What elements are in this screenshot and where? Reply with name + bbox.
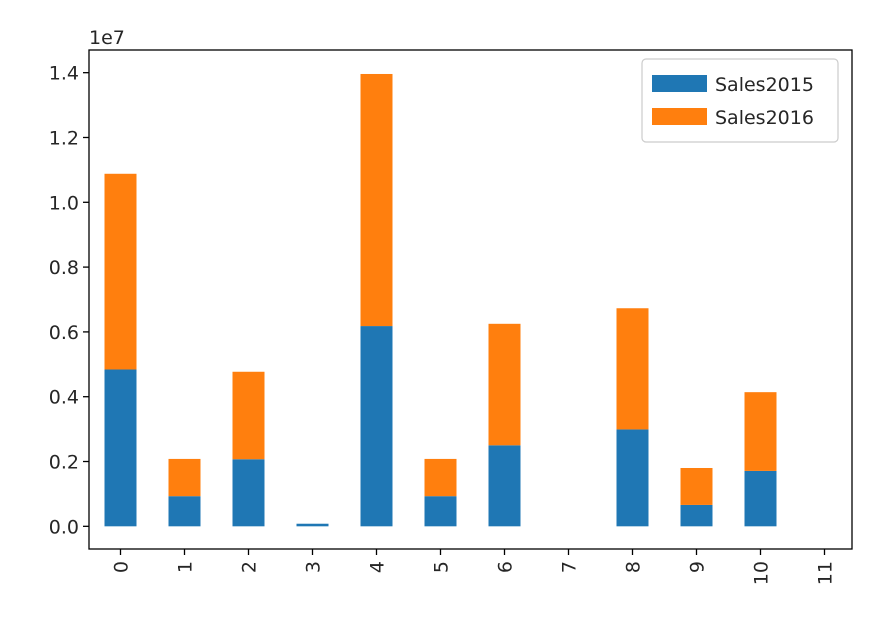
bar-sales2016-10 bbox=[744, 392, 777, 471]
x-tick-label: 6 bbox=[495, 561, 517, 573]
bar-sales2015-5 bbox=[424, 496, 457, 527]
bar-sales2015-1 bbox=[168, 496, 201, 527]
bar-sales2015-2 bbox=[232, 459, 265, 527]
legend-swatch-sales2016 bbox=[652, 108, 707, 125]
y-tick-label: 1.2 bbox=[49, 127, 79, 149]
bar-sales2016-8 bbox=[616, 308, 649, 430]
bar-sales2015-8 bbox=[616, 429, 649, 527]
legend-label-sales2016: Sales2016 bbox=[715, 107, 814, 129]
y-axis-offset-label: 1e7 bbox=[89, 27, 125, 49]
bar-sales2015-4 bbox=[360, 326, 393, 527]
y-tick-label: 0.0 bbox=[49, 516, 79, 538]
x-tick-label: 7 bbox=[559, 561, 581, 573]
bar-sales2016-4 bbox=[360, 73, 393, 327]
y-tick-label: 0.2 bbox=[49, 452, 79, 474]
x-axis: 0 1 2 3 4 5 6 7 8 9 10 11 bbox=[111, 549, 837, 585]
bar-sales2015-10 bbox=[744, 470, 777, 527]
x-tick-label: 3 bbox=[303, 561, 325, 573]
x-tick-label: 0 bbox=[111, 561, 133, 573]
y-tick-label: 1.0 bbox=[49, 192, 79, 214]
bar-sales2016-2 bbox=[232, 371, 265, 460]
bar-sales2015-9 bbox=[680, 504, 713, 527]
plot-frame bbox=[88, 49, 853, 550]
bar-sales2015-6 bbox=[488, 445, 521, 527]
x-tick-label: 1 bbox=[175, 561, 197, 573]
y-tick-label: 1.4 bbox=[49, 63, 79, 85]
y-axis: 0.0 0.2 0.4 0.6 0.8 1.0 1.2 1.4 bbox=[49, 63, 89, 538]
bar-sales2015-0 bbox=[104, 369, 137, 527]
bar-sales2016-5 bbox=[424, 458, 457, 497]
y-tick-label: 0.6 bbox=[49, 322, 79, 344]
x-tick-label: 4 bbox=[367, 561, 389, 573]
x-tick-label: 11 bbox=[815, 561, 837, 585]
y-tick-label: 0.8 bbox=[49, 257, 79, 279]
x-tick-label: 8 bbox=[623, 561, 645, 573]
x-tick-label: 10 bbox=[751, 561, 773, 585]
bar-sales2015-3 bbox=[296, 523, 329, 527]
y-tick-label: 0.4 bbox=[49, 387, 79, 409]
bar-sales2016-9 bbox=[680, 467, 713, 505]
bars-layer bbox=[104, 73, 777, 527]
legend-box bbox=[641, 58, 839, 143]
bar-sales2016-0 bbox=[104, 173, 137, 370]
legend-label-sales2015: Sales2015 bbox=[715, 74, 814, 96]
legend-swatch-sales2015 bbox=[652, 75, 707, 92]
bar-sales2016-6 bbox=[488, 323, 521, 446]
legend: Sales2015 Sales2016 bbox=[641, 58, 839, 143]
x-tick-label: 5 bbox=[431, 561, 453, 573]
x-tick-label: 2 bbox=[239, 561, 261, 573]
bar-sales2016-1 bbox=[168, 458, 201, 497]
x-tick-label: 9 bbox=[687, 561, 709, 573]
